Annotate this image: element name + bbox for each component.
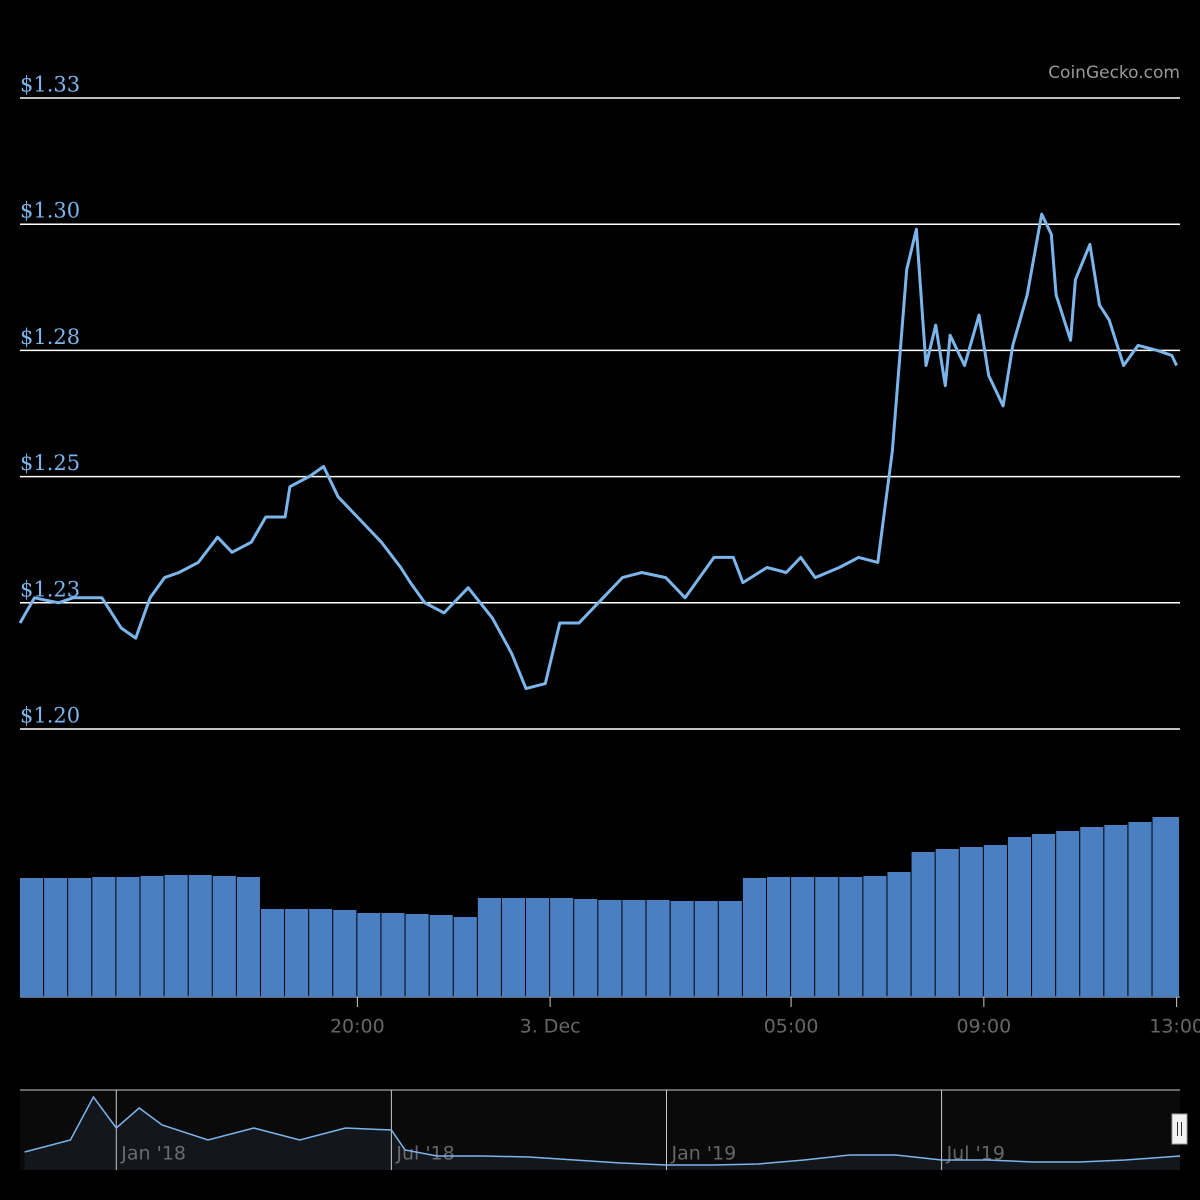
volume-bar — [1032, 834, 1056, 997]
x-tick-label: 09:00 — [956, 1016, 1011, 1038]
y-tick-label: $1.33 — [20, 73, 80, 97]
volume-bar — [526, 898, 550, 997]
volume-bar — [68, 878, 92, 997]
volume-bar — [477, 898, 501, 997]
y-tick-label: $1.28 — [20, 325, 80, 349]
volume-bar — [791, 877, 815, 997]
volume-bar — [863, 876, 887, 997]
volume-bar — [116, 877, 140, 997]
volume-bar — [1056, 831, 1080, 997]
volume-bar — [887, 872, 911, 997]
volume-bar — [1152, 817, 1179, 997]
volume-bar — [92, 877, 116, 997]
x-tick-label: 3. Dec — [520, 1016, 581, 1038]
y-tick-label: $1.25 — [20, 451, 80, 475]
volume-bar — [959, 847, 983, 997]
x-tick-label: 05:00 — [764, 1016, 819, 1038]
volume-bar — [333, 910, 357, 997]
volume-bar — [140, 876, 164, 997]
navigator-line — [24, 1095, 1181, 1166]
x-tick-label: 13:00 — [1149, 1016, 1200, 1038]
volume-bar — [381, 913, 405, 997]
volume-bar — [935, 849, 959, 997]
volume-bar — [453, 917, 477, 997]
navigator-handle[interactable] — [1171, 1113, 1188, 1145]
volume-bar — [20, 878, 44, 997]
volume-bar — [718, 901, 742, 997]
volume-bar — [622, 900, 646, 997]
volume-bar — [1007, 837, 1032, 997]
volume-bar — [550, 898, 574, 997]
volume-bar — [285, 909, 309, 997]
volume-bar — [357, 913, 381, 997]
volume-bar — [501, 898, 526, 997]
navigator-tick-label: Jan '19 — [670, 1143, 736, 1165]
volume-bar — [742, 878, 766, 997]
navigator-area — [24, 1097, 1181, 1170]
volume-bar — [236, 877, 260, 997]
y-tick-label: $1.20 — [20, 704, 80, 728]
volume-bar — [188, 875, 212, 997]
handle-box[interactable] — [1171, 1113, 1188, 1145]
volume-bar — [646, 900, 670, 997]
volume-bar — [405, 914, 429, 997]
y-tick-label: $1.30 — [20, 199, 80, 223]
volume-bar — [1104, 825, 1128, 997]
volume-bar — [983, 845, 1007, 997]
volume-bar — [574, 899, 598, 997]
price-line — [18, 212, 1178, 691]
volume-bar — [164, 875, 188, 997]
volume-bar — [670, 901, 694, 997]
volume-bar — [911, 852, 935, 997]
credit: CoinGecko.com — [1048, 63, 1180, 83]
volume-bar — [1080, 827, 1104, 997]
volume-bar — [44, 878, 68, 997]
volume-bar — [815, 877, 839, 997]
volume-bar — [839, 877, 863, 997]
volume-bar — [694, 901, 718, 997]
volume-bar — [766, 877, 791, 997]
x-tick-label: 20:00 — [330, 1016, 385, 1038]
navigator-tick-label: Jan '18 — [120, 1143, 186, 1165]
volume-bar — [429, 915, 453, 997]
navigator-background — [20, 1090, 1180, 1170]
volume-bar — [309, 909, 333, 997]
volume-bar — [212, 876, 236, 997]
volume-bar — [598, 900, 622, 997]
navigator-tick-label: Jul '19 — [946, 1143, 1005, 1165]
volume-bar — [1128, 822, 1152, 997]
volume-bar — [260, 909, 285, 997]
